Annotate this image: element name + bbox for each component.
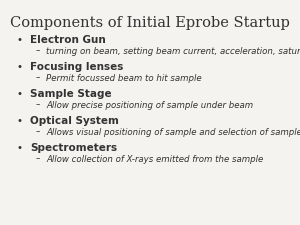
Text: •: • (16, 89, 22, 99)
Text: Sample Stage: Sample Stage (30, 89, 112, 99)
Text: –: – (36, 155, 40, 164)
Text: Optical System: Optical System (30, 116, 119, 126)
Text: •: • (16, 143, 22, 153)
Text: Allow precise positioning of sample under beam: Allow precise positioning of sample unde… (46, 101, 253, 110)
Text: Allows visual positioning of sample and selection of sample sites: Allows visual positioning of sample and … (46, 128, 300, 137)
Text: –: – (36, 101, 40, 110)
Text: Spectrometers: Spectrometers (30, 143, 117, 153)
Text: Allow collection of X-rays emitted from the sample: Allow collection of X-rays emitted from … (46, 155, 264, 164)
Text: –: – (36, 128, 40, 137)
Text: –: – (36, 74, 40, 83)
Text: •: • (16, 116, 22, 126)
Text: •: • (16, 62, 22, 72)
Text: turning on beam, setting beam current, acceleration, saturation level: turning on beam, setting beam current, a… (46, 47, 300, 56)
Text: Electron Gun: Electron Gun (30, 35, 106, 45)
Text: •: • (16, 35, 22, 45)
Text: –: – (36, 47, 40, 56)
Text: Components of Initial Eprobe Startup: Components of Initial Eprobe Startup (10, 16, 290, 30)
Text: Focusing lenses: Focusing lenses (30, 62, 123, 72)
Text: Permit focussed beam to hit sample: Permit focussed beam to hit sample (46, 74, 202, 83)
